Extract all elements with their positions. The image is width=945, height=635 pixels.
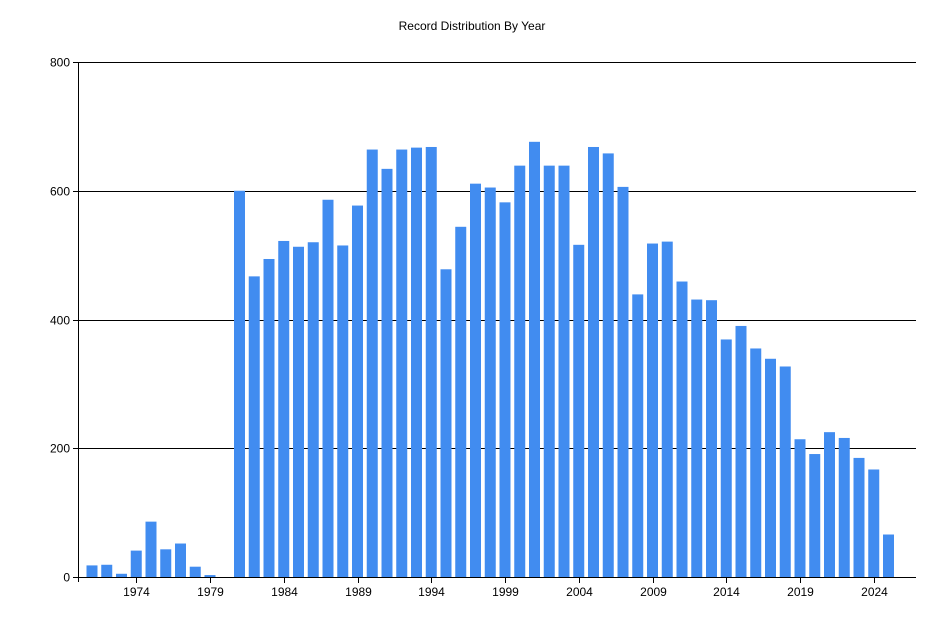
bar-2017	[765, 358, 776, 577]
bar-1983	[263, 258, 275, 577]
bar-1996	[455, 226, 467, 578]
bar-2009	[647, 243, 658, 578]
bar-2000	[514, 165, 526, 577]
bar-2010	[661, 241, 673, 578]
x-tick-label: 1994	[418, 585, 445, 599]
bar-1974	[130, 550, 142, 577]
x-tick-label: 2019	[787, 585, 814, 599]
x-tick-label: 1989	[345, 585, 372, 599]
bar-1975	[145, 521, 157, 577]
bar-1999	[499, 202, 511, 577]
bar-2015	[735, 325, 747, 577]
bar-1971	[86, 565, 98, 577]
bar-1981	[234, 190, 245, 577]
x-axis-ticks: 1974 1979 1984 1989 1994 1999 2004 2009 2014 2019…	[123, 577, 888, 599]
x-tick-label: 2024	[861, 585, 888, 599]
bars	[86, 141, 894, 578]
bar-2021	[824, 432, 835, 577]
bar-2020	[809, 454, 821, 577]
x-tick-label: 2014	[713, 585, 740, 599]
y-axis-ticks: 0 200 400 600 800	[50, 56, 78, 585]
bar-2022	[838, 437, 850, 577]
bar-1972	[101, 564, 113, 577]
bar-1984	[278, 240, 290, 577]
bar-2002	[543, 165, 555, 577]
y-tick-label: 200	[50, 442, 70, 456]
bar-2014	[720, 339, 732, 577]
bar-1992	[396, 149, 408, 578]
bar-1990	[366, 149, 378, 578]
bar-1986	[307, 242, 319, 577]
bar-1989	[352, 205, 363, 577]
bar-1993	[411, 147, 422, 577]
bar-2011	[676, 281, 688, 577]
bar-2013	[706, 300, 717, 577]
bar-1976	[160, 549, 172, 577]
x-tick-label: 1984	[271, 585, 298, 599]
bar-1997	[470, 183, 481, 578]
bar-2007	[617, 186, 629, 577]
bar-2025	[883, 534, 894, 577]
bar-1987	[322, 199, 334, 577]
bar-1985	[293, 246, 304, 577]
bar-2004	[573, 244, 585, 577]
bar-2012	[691, 299, 703, 577]
bar-2008	[632, 294, 644, 577]
bar-1998	[484, 187, 496, 577]
x-tick-label: 1979	[197, 585, 224, 599]
y-tick-label: 600	[50, 185, 70, 199]
x-tick-label: 1974	[123, 585, 150, 599]
x-tick-label: 2009	[640, 585, 667, 599]
bar-2024	[868, 469, 880, 577]
x-tick-label: 1999	[492, 585, 519, 599]
bar-2018	[779, 366, 791, 577]
bar-1988	[337, 245, 349, 577]
bar-1973	[116, 573, 127, 577]
bar-2019	[794, 439, 806, 577]
bar-1977	[175, 543, 186, 577]
y-tick-label: 800	[50, 56, 70, 70]
bar-1982	[248, 276, 260, 577]
bar-1991	[381, 168, 393, 578]
gridlines	[78, 62, 916, 449]
bar-1979	[204, 575, 216, 577]
bar-1978	[189, 566, 201, 577]
axes	[78, 62, 916, 582]
bar-1994	[425, 146, 437, 578]
bar-2003	[558, 165, 570, 577]
y-tick-label: 400	[50, 314, 70, 328]
y-tick-label: 0	[63, 571, 70, 585]
bar-1995	[440, 269, 452, 577]
bar-2016	[750, 348, 762, 577]
x-tick-label: 2004	[566, 585, 593, 599]
bar-2023	[853, 457, 865, 577]
chart-title: Record Distribution By Year	[399, 19, 546, 33]
bar-2006	[602, 153, 614, 577]
bar-2005	[588, 146, 599, 578]
bar-2001	[529, 141, 540, 577]
